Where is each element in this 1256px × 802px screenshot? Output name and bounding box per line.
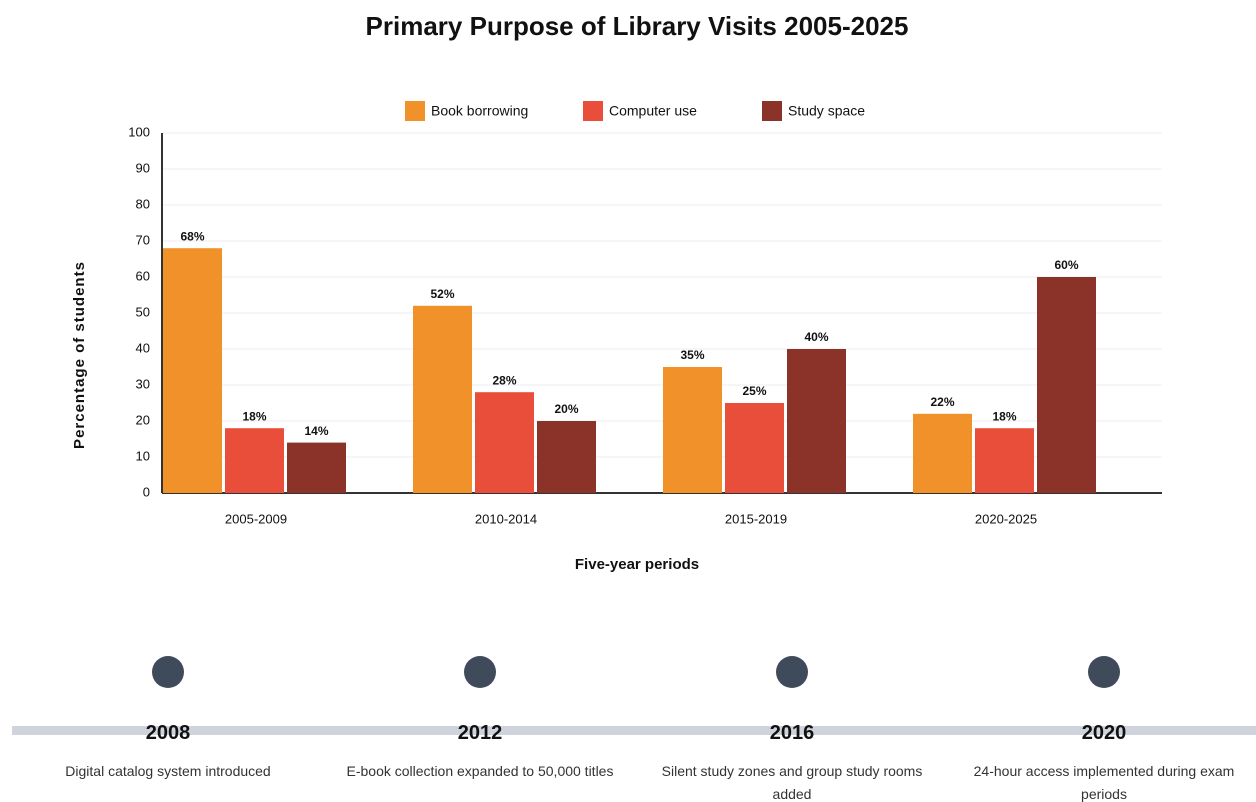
timeline-dot [776,656,808,688]
value-label: 68% [180,229,204,243]
timeline-text: Digital catalog system introduced [65,763,271,779]
value-label: 40% [804,330,828,344]
bar [725,403,784,493]
timeline-year: 2012 [457,722,503,744]
value-label: 35% [680,348,704,362]
timeline-year: 2016 [769,722,815,744]
x-tick-label: 2020-2025 [975,511,1037,526]
y-tick-label: 90 [136,160,150,175]
value-label: 20% [554,402,578,416]
bar [475,392,534,493]
bar [537,421,596,493]
y-axis-label: Percentage of students [71,261,88,449]
bar [787,349,846,493]
y-tick-label: 40 [136,340,150,355]
timeline-line [12,726,1256,735]
bar [413,305,472,493]
legend-swatch [583,101,603,121]
y-tick-label: 100 [128,124,150,139]
bar [225,428,284,493]
y-tick-label: 60 [136,268,150,283]
bar [1037,277,1096,493]
legend-label: Study space [788,103,865,119]
value-label: 52% [430,287,454,301]
timeline-year: 2020 [1081,722,1127,744]
value-label: 28% [492,373,516,387]
timeline-dot [1088,656,1120,688]
timeline-text: 24-hour access implemented during exam p… [973,763,1235,802]
bar [913,413,972,493]
y-tick-label: 10 [136,448,150,463]
value-label: 60% [1054,258,1078,272]
y-tick-label: 70 [136,232,150,247]
legend-label: Computer use [609,103,697,119]
value-label: 25% [742,384,766,398]
timeline-dot [464,656,496,688]
y-tick-label: 50 [136,304,150,319]
timeline-dot [152,656,184,688]
bar [663,367,722,493]
value-label: 14% [304,424,328,438]
timeline-text: Silent study zones and group study rooms… [661,763,923,802]
bar [163,248,222,493]
value-label: 18% [242,409,266,423]
x-axis-label: Five-year periods [575,556,699,573]
bar [975,428,1034,493]
value-label: 22% [930,395,954,409]
legend-swatch [405,101,425,121]
legend-swatch [762,101,782,121]
value-label: 18% [992,409,1016,423]
y-tick-label: 30 [136,376,150,391]
y-tick-label: 0 [143,484,150,499]
timeline-text: E-book collection expanded to 50,000 tit… [346,763,614,779]
y-tick-label: 20 [136,412,150,427]
timeline-year: 2008 [145,722,191,744]
x-tick-label: 2015-2019 [725,511,787,526]
x-tick-label: 2005-2009 [225,511,287,526]
chart-title: Primary Purpose of Library Visits 2005-2… [366,11,909,41]
y-tick-label: 80 [136,196,150,211]
legend-label: Book borrowing [431,103,528,119]
bar [287,442,346,493]
x-tick-label: 2010-2014 [475,511,537,526]
